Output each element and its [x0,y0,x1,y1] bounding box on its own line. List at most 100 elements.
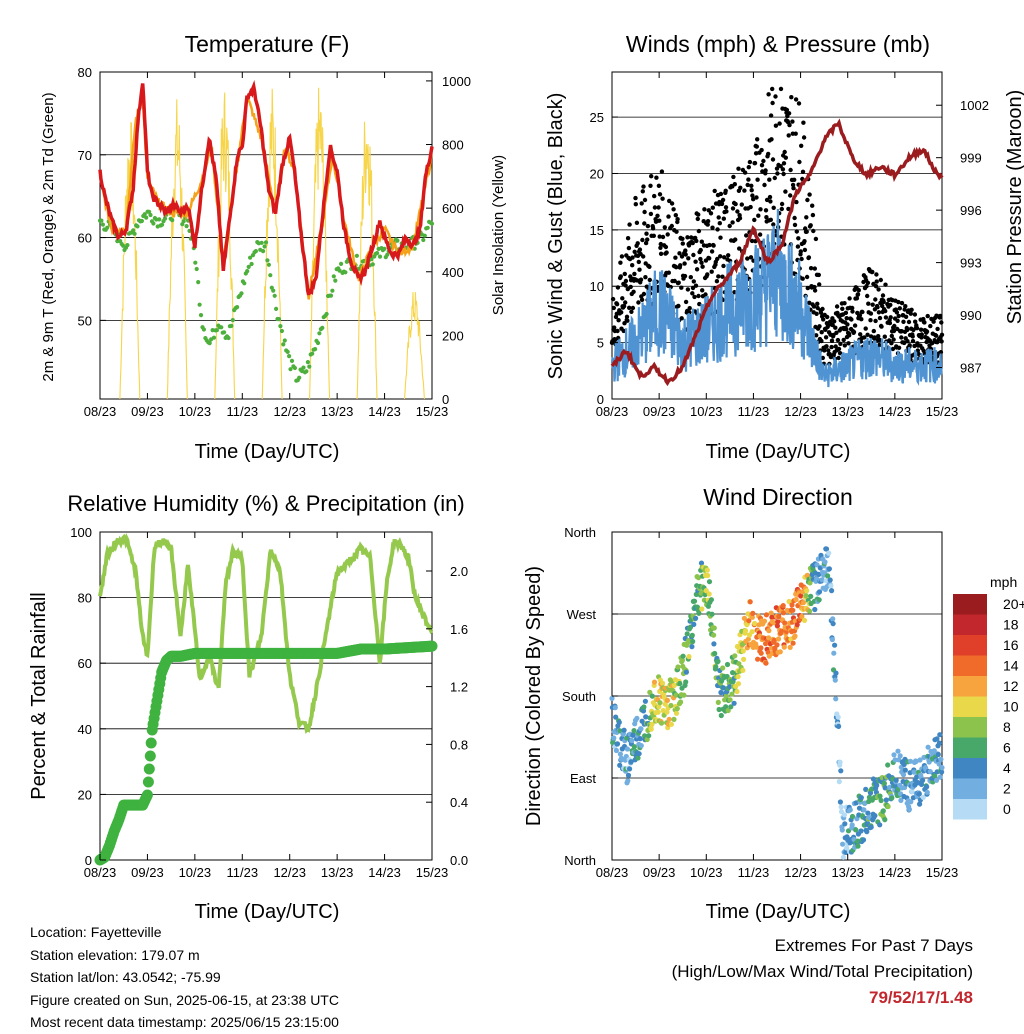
direction-point [706,579,713,585]
direction-point [766,628,772,634]
gust-point [802,247,808,253]
wind-ytick-label: 5 [597,336,604,351]
gust-point [745,256,750,261]
dewpoint-point [214,328,219,333]
dewpoint-point [369,257,374,262]
gust-point [742,188,747,193]
gust-point [829,344,834,350]
gust-point [636,300,641,305]
dewpoint-point [144,215,149,220]
dewpoint-point [343,270,348,275]
gust-point [899,329,904,334]
direction-point [800,600,807,606]
data-timestamp: Most recent data timestamp: 2025/06/15 2… [30,1014,339,1030]
direction-point [643,714,649,720]
humidity-series [98,532,434,734]
gust-point [868,318,873,323]
direction-point [827,577,833,583]
gust-point [709,269,714,274]
gust-point [744,233,749,238]
gust-point [925,313,930,319]
direction-point [804,588,810,594]
direction-point [901,761,907,768]
gust-point [745,182,750,188]
precip-point [426,640,438,652]
gust-point [764,215,769,220]
direction-point [855,843,861,849]
gust-point [929,341,935,346]
gust-point [716,274,721,279]
gust-point [847,333,852,338]
direction-point [766,635,772,641]
gust-point [623,283,628,288]
direction-point [631,728,637,734]
rh-ytick-label: 40 [78,722,92,737]
gust-point [769,137,774,142]
gust-point [810,203,815,208]
dewpoint-point [151,221,156,226]
speed-legend: mph 20+ 18 16 14 12 10 8 6 4 2 0 [953,574,1024,820]
gust-point [718,235,723,240]
temp-2m-series [98,79,434,296]
gust-point [746,165,751,170]
legend-label: 14 [1003,658,1019,674]
direction-point [617,762,623,768]
dewpoint-point [196,280,201,285]
direction-point [758,645,764,651]
dir-ytick-label: East [570,771,596,786]
gust-point [711,243,716,248]
gust-point [858,332,863,337]
direction-point [641,704,647,710]
gust-point [825,323,831,328]
dewpoint-point [279,328,284,334]
direction-point [799,613,805,620]
direction-point [735,681,742,687]
legend-label: 0 [1003,801,1011,817]
direction-point [830,621,836,627]
gust-point [787,122,792,128]
gust-point [618,274,623,279]
direction-point [838,804,844,810]
gust-point [685,235,690,240]
legend-swatch [953,655,987,676]
direction-point [635,755,641,761]
direction-point [660,680,666,686]
dewpoint-point [100,222,105,227]
gust-point [666,270,671,275]
gust-point [683,252,688,257]
direction-point [720,665,726,671]
temp-xtick-label: 15/23 [416,404,449,419]
dewpoint-point [276,317,282,322]
gust-point [913,319,918,324]
gust-point [800,276,805,281]
gust-point [844,316,849,321]
dewpoint-point [272,293,277,298]
gust-point [873,318,878,324]
gust-point [698,256,703,262]
gust-point [757,232,763,237]
winds-plot-frame [611,71,943,400]
dewpoint-point [230,318,235,323]
dewpoint-point [278,324,283,329]
direction-point [662,701,668,707]
direction-point [689,644,695,650]
legend-title: mph [990,574,1017,590]
direction-point [863,786,869,793]
gust-point [770,157,776,162]
direction-point [911,769,917,775]
gust-point [656,205,661,210]
gust-point [766,92,771,97]
direction-point [880,808,886,814]
direction-point [730,670,736,676]
rh-ytick-label: 60 [78,656,92,671]
gust-point [748,204,753,210]
dewpoint-point [307,364,312,369]
direction-point [833,670,839,676]
gust-point [737,216,743,221]
legend-label: 16 [1003,637,1019,653]
direction-point [616,719,622,726]
precip-ytick-label: 0.4 [450,795,468,810]
direction-point [758,650,764,656]
gust-point [665,232,670,237]
gust-point [736,166,741,171]
